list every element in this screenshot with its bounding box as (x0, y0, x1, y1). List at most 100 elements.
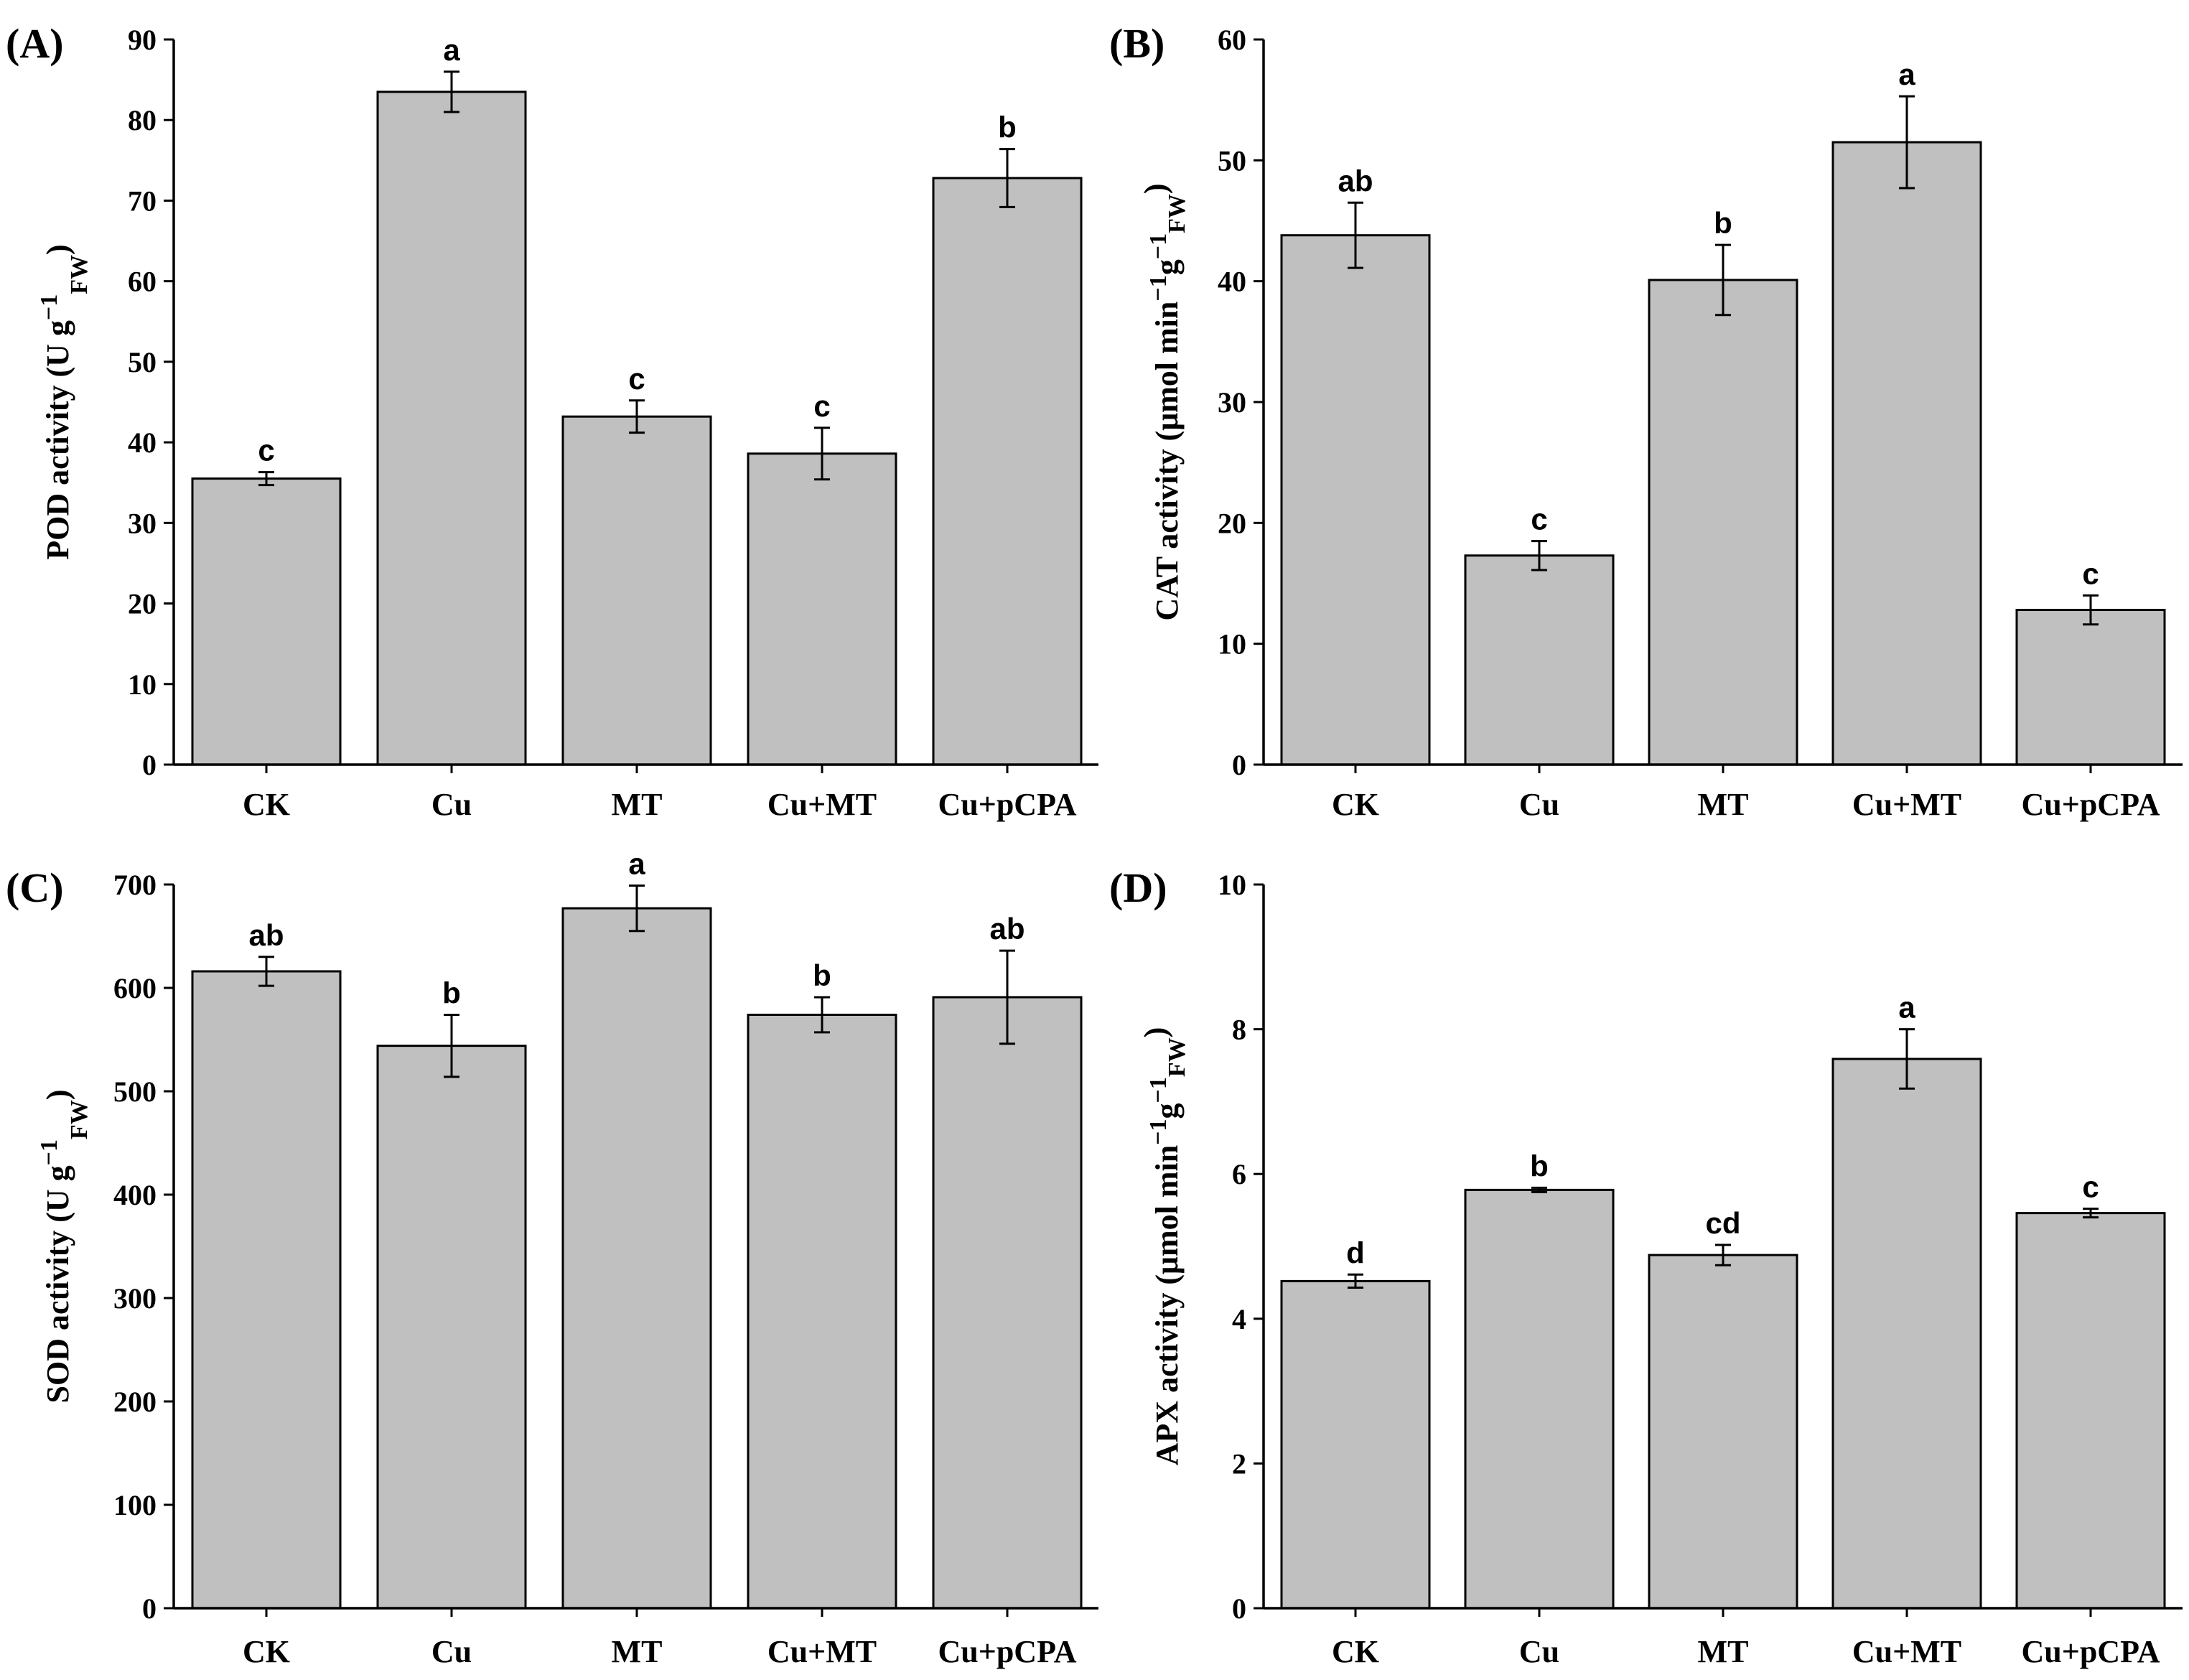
bar-MT (1648, 279, 1798, 766)
y-tick-label: 4 (1232, 1303, 1246, 1335)
error-bar (1348, 1273, 1363, 1289)
y-tick-label: 300 (113, 1282, 157, 1315)
y-tick-label: 200 (113, 1386, 157, 1418)
y-tick-label: 0 (1232, 749, 1246, 781)
y-axis-label-part: ) (40, 1090, 75, 1101)
y-tick-label: 40 (1218, 266, 1246, 298)
bar-Cu (1464, 1188, 1615, 1610)
error-bar (1715, 243, 1731, 317)
category-label: Cu+pCPA (938, 1634, 1077, 1669)
panel-letter: (A) (6, 20, 64, 67)
error-bar (629, 884, 645, 933)
y-tick-label: 10 (128, 668, 157, 701)
y-axis-label: CAT activity (μmol min−1g−1FW) (1138, 183, 1190, 620)
bar-Cu (1464, 554, 1615, 766)
error-bar (999, 148, 1015, 208)
category-label: Cu (431, 1634, 472, 1669)
y-tick-label: 60 (1218, 24, 1246, 56)
error-bar (1899, 1028, 1915, 1090)
error-bar (1531, 540, 1547, 571)
y-axis-label: APX activity (μmol min−1g−1FW) (1138, 1027, 1190, 1466)
significance-letter: b (1714, 206, 1732, 240)
y-tick-label: 8 (1232, 1014, 1246, 1046)
category-label: Cu+MT (1852, 1634, 1961, 1669)
error-bar (1899, 95, 1915, 190)
category-label: MT (612, 1634, 663, 1669)
y-axis-label: POD activity (U g−1FW) (36, 244, 93, 559)
y-tick-label: 400 (113, 1179, 157, 1211)
y-axis-label-part: −1 (1145, 275, 1172, 301)
panel-letter: (D) (1109, 864, 1167, 911)
y-tick-label: 0 (1232, 1592, 1246, 1625)
y-tick-label: 600 (113, 972, 157, 1004)
category-label: Cu+pCPA (938, 787, 1077, 822)
error-bar (444, 1013, 459, 1078)
y-axis-label-part: g (1149, 259, 1185, 275)
significance-letter: cd (1705, 1206, 1740, 1240)
significance-letter: c (628, 362, 645, 396)
significance-letter: ab (248, 918, 284, 952)
error-bar (1531, 1186, 1547, 1193)
chart-panel-4: (D) d CK b Cu cd MT a Cu+MT c Cu+pCPA 0 2 4 6 8 10 APX ac… (1109, 864, 2183, 1669)
y-tick-label: 2 (1232, 1447, 1246, 1480)
significance-letter: b (442, 976, 461, 1009)
error-bar (258, 471, 274, 487)
y-tick-label: 60 (128, 266, 157, 298)
bar-Cu+pCPA (932, 177, 1083, 766)
y-tick-label: 6 (1232, 1158, 1246, 1190)
category-label: Cu+MT (767, 787, 877, 822)
y-tick-label: 10 (1218, 628, 1246, 661)
significance-letter: ab (989, 912, 1025, 946)
error-bar (2083, 1208, 2099, 1219)
category-label: MT (1698, 1634, 1749, 1669)
y-axis-label-part: POD activity (U g (40, 320, 75, 560)
chart-panel-1: (A) c CK a Cu c MT c Cu+MT b Cu+pCPA 0 10 20 30 40 50 60 7… (6, 20, 1098, 822)
category-label: CK (1332, 1634, 1379, 1669)
panel-letter: (B) (1109, 20, 1164, 67)
error-bar (814, 426, 830, 481)
bar-Cu+MT (747, 452, 897, 766)
y-axis-label-part: −1 (36, 294, 62, 320)
error-bar (444, 70, 459, 113)
chart-panel-3: (C) ab CK b Cu a MT b Cu+MT ab Cu+pCPA 0 100 200 300 40… (6, 846, 1098, 1669)
y-axis-label-part: SOD activity (U g (40, 1165, 75, 1403)
error-bar (1715, 1243, 1731, 1266)
significance-letter: a (1898, 991, 1915, 1025)
error-bar (814, 996, 830, 1034)
y-axis-label-part: CAT activity (μmol min (1149, 302, 1185, 621)
y-tick-label: 80 (128, 104, 157, 136)
y-tick-label: 20 (1218, 507, 1246, 539)
category-label: MT (612, 787, 663, 822)
bar-MT (1648, 1254, 1798, 1610)
significance-letter: b (1530, 1149, 1549, 1182)
y-axis-label-part: ) (40, 244, 75, 255)
error-bar (2083, 594, 2099, 626)
significance-letter: b (998, 111, 1017, 144)
category-label: Cu (1519, 787, 1559, 822)
significance-letter: a (443, 33, 460, 67)
panel-letter: (C) (6, 864, 64, 911)
y-tick-label: 50 (128, 346, 157, 378)
bar-Cu (376, 90, 527, 766)
category-label: Cu+MT (1852, 787, 1961, 822)
category-label: Cu+pCPA (2022, 1634, 2160, 1669)
error-bar (999, 949, 1015, 1045)
error-bar (629, 399, 645, 434)
y-tick-label: 10 (1218, 869, 1246, 901)
chart-panel-2: (B) ab CK c Cu b MT a Cu+MT c Cu+pCPA 0 10 20 30 40 50 60… (1109, 20, 2183, 822)
y-axis-label-part: FW (66, 255, 93, 294)
y-tick-label: 30 (1218, 386, 1246, 419)
category-label: CK (243, 1634, 290, 1669)
bar-CK (1280, 1279, 1431, 1610)
y-tick-label: 40 (128, 426, 157, 459)
bar-MT (561, 907, 712, 1610)
y-tick-label: 70 (128, 185, 157, 217)
bar-Cu+pCPA (2015, 1212, 2166, 1610)
error-bar (1348, 201, 1363, 269)
y-axis-label-part: −1 (1145, 1119, 1172, 1144)
y-tick-label: 500 (113, 1075, 157, 1108)
bar-CK (191, 477, 342, 766)
y-tick-label: 20 (128, 588, 157, 620)
y-axis-label-part: FW (1164, 194, 1190, 233)
